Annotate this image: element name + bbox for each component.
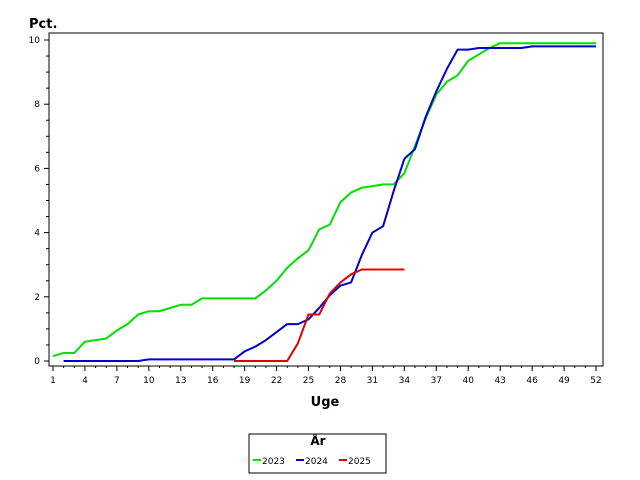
y-tick-label: 4 xyxy=(34,229,40,239)
legend-label-2025: 2025 xyxy=(348,457,371,467)
y-tick-label: 10 xyxy=(29,36,41,46)
series-layer xyxy=(52,42,596,362)
legend-label-2024: 2024 xyxy=(305,457,328,467)
y-axis: 0 2 4 6 8 10 xyxy=(29,36,49,367)
legend-items: 2023 2024 2025 xyxy=(253,457,371,467)
x-tick-label: 52 xyxy=(590,376,601,386)
y-tick-label: 2 xyxy=(34,293,40,303)
x-axis-title: Uge xyxy=(311,395,340,410)
x-tick-label: 31 xyxy=(367,376,378,386)
y-tick-label: 0 xyxy=(34,357,40,367)
x-tick-label: 7 xyxy=(114,376,120,386)
x-tick-label: 16 xyxy=(207,376,219,386)
x-tick-label: 22 xyxy=(271,376,282,386)
x-tick-label: 25 xyxy=(303,376,314,386)
plot-frame xyxy=(48,32,604,367)
x-tick-label: 46 xyxy=(526,376,538,386)
series-line-2025 xyxy=(234,268,405,362)
x-tick-label: 19 xyxy=(239,376,251,386)
y-tick-label: 8 xyxy=(34,100,40,110)
x-tick-label: 40 xyxy=(463,376,475,386)
x-tick-label: 10 xyxy=(143,376,155,386)
x-tick-label: 1 xyxy=(50,376,56,386)
x-axis: 1 4 7 10 13 16 19 22 25 28 31 34 37 40 43 46 49 52 xyxy=(50,366,602,386)
series-line-2023 xyxy=(52,42,596,358)
y-axis-title: Pct. xyxy=(29,17,57,32)
x-tick-label: 4 xyxy=(82,376,88,386)
x-tick-label: 37 xyxy=(431,376,442,386)
x-tick-label: 28 xyxy=(335,376,347,386)
legend-title: År xyxy=(310,433,325,448)
y-tick-label: 6 xyxy=(34,164,40,174)
legend-box xyxy=(248,433,387,474)
x-tick-label: 49 xyxy=(558,376,570,386)
x-tick-label: 43 xyxy=(494,376,505,386)
x-tick-label: 13 xyxy=(175,376,186,386)
x-tick-label: 34 xyxy=(399,376,411,386)
legend: År 2023 2024 2025 xyxy=(248,433,387,474)
legend-label-2023: 2023 xyxy=(262,457,285,467)
